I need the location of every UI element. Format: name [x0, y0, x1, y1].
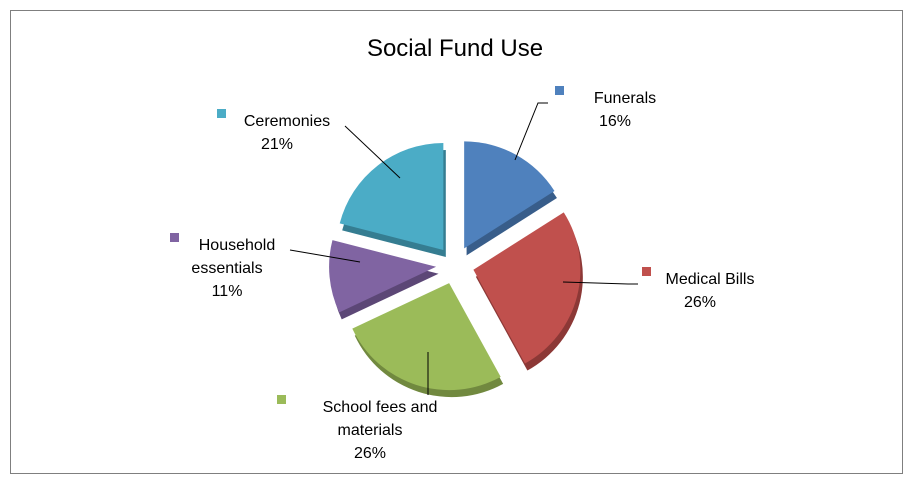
data-label-line: materials	[338, 422, 403, 439]
pie-slice-household-essentials[interactable]	[329, 240, 437, 313]
data-label-line: 21%	[261, 136, 293, 153]
data-label-ceremonies: Ceremonies 21%	[244, 113, 330, 153]
chart-title: Social Fund Use	[367, 35, 543, 62]
data-label-household-essentials: Household essentials 11%	[191, 237, 275, 300]
leader-line-funerals	[514, 102, 548, 161]
data-label-funerals: Funerals 16%	[594, 90, 656, 130]
label-swatch-funerals	[555, 86, 564, 95]
data-label-line: 26%	[354, 445, 386, 462]
leader-line-household-essentials	[289, 249, 361, 263]
data-label-line: Medical Bills	[666, 271, 755, 288]
leader-lines	[289, 102, 638, 395]
pie-slice-school-fees-and-materials[interactable]	[352, 283, 501, 391]
leader-line-ceremonies	[344, 125, 401, 179]
pie-slice-funerals[interactable]	[464, 141, 555, 249]
data-label-line: 16%	[599, 113, 631, 130]
data-label-school-fees-and-materials: School fees and materials 26%	[323, 399, 438, 462]
label-swatch-ceremonies	[217, 109, 226, 118]
data-label-line: 11%	[212, 283, 243, 300]
data-label-line: essentials	[191, 260, 262, 277]
label-swatch-school-fees-and-materials	[277, 395, 286, 404]
data-label-line: Funerals	[594, 90, 656, 107]
data-label-line: Household	[199, 237, 276, 254]
label-swatch-medical-bills	[642, 267, 651, 276]
leader-line-medical-bills	[562, 281, 638, 285]
data-labels: Funerals 16%Medical Bills 26%School fees a…	[170, 86, 754, 462]
data-label-line: School fees and	[323, 399, 438, 416]
data-label-medical-bills: Medical Bills 26%	[666, 271, 755, 311]
pie-slices	[329, 141, 583, 398]
pie-slice-ceremonies[interactable]	[339, 142, 444, 250]
data-label-line: 26%	[684, 294, 716, 311]
data-label-line: Ceremonies	[244, 113, 330, 130]
label-swatch-household-essentials	[170, 233, 179, 242]
pie-slice-medical-bills[interactable]	[473, 212, 581, 364]
